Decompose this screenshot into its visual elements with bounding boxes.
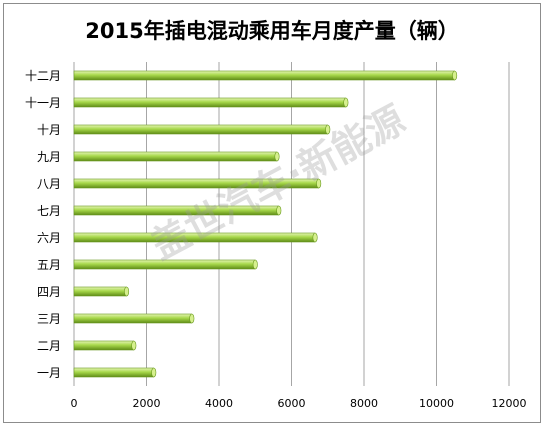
- y-category-label: 十月: [37, 123, 61, 137]
- x-tick-label: 2000: [133, 397, 161, 410]
- bar-九月: [73, 151, 278, 162]
- bar-end-cap: [151, 367, 157, 378]
- x-tick-label: 0: [71, 397, 78, 410]
- x-tick-label: 12000: [492, 397, 527, 410]
- bar-end-cap: [312, 232, 318, 243]
- y-category-label: 十二月: [25, 69, 61, 83]
- y-category-label: 七月: [37, 204, 61, 218]
- bar-end-cap: [274, 151, 280, 162]
- y-category-label: 四月: [37, 285, 61, 299]
- y-category-label: 十一月: [25, 96, 61, 110]
- bar-end-cap: [276, 205, 282, 216]
- x-tick-label: 8000: [350, 397, 378, 410]
- y-category-label: 八月: [37, 177, 61, 191]
- y-category-label: 一月: [37, 366, 61, 380]
- y-category-label: 三月: [37, 312, 61, 326]
- bar-一月: [73, 367, 155, 378]
- bar-二月: [73, 340, 135, 351]
- gridlines: [73, 62, 510, 386]
- y-axis-category-labels: 一月 二月 三月 四月 五月 六月 七月 八月 九月 十月 十一月 十二月: [25, 69, 61, 380]
- bar-十二月: [73, 70, 455, 81]
- bars: [73, 70, 458, 378]
- x-axis-tick-labels: 0 2000 4000 6000 8000 10000 12000: [71, 397, 527, 410]
- bar-十月: [73, 124, 329, 135]
- x-tick-label: 4000: [205, 397, 233, 410]
- y-category-label: 六月: [37, 231, 61, 245]
- y-category-label: 九月: [37, 150, 61, 164]
- x-tick-label: 6000: [278, 397, 306, 410]
- bar-end-cap: [189, 313, 195, 324]
- bar-end-cap: [325, 124, 331, 135]
- bar-end-cap: [452, 70, 458, 81]
- y-category-label: 二月: [37, 339, 61, 353]
- bar-end-cap: [124, 286, 130, 297]
- bar-end-cap: [343, 97, 349, 108]
- chart-svg: 2015年插电混动乘用车月度产量（辆） 0 2000 4000 6000 8000 100…: [25, 19, 527, 410]
- bar-十一月: [73, 97, 347, 108]
- x-tick-label: 10000: [419, 397, 454, 410]
- bar-end-cap: [131, 340, 137, 351]
- bar-四月: [73, 286, 127, 297]
- bar-end-cap: [252, 259, 258, 270]
- bar-end-cap: [316, 178, 322, 189]
- bar-三月: [73, 313, 193, 324]
- chart-title: 2015年插电混动乘用车月度产量（辆）: [85, 19, 458, 43]
- y-category-label: 五月: [37, 258, 61, 272]
- chart-frame: 2015年插电混动乘用车月度产量（辆） 0 2000 4000 6000 8000 100…: [3, 3, 541, 423]
